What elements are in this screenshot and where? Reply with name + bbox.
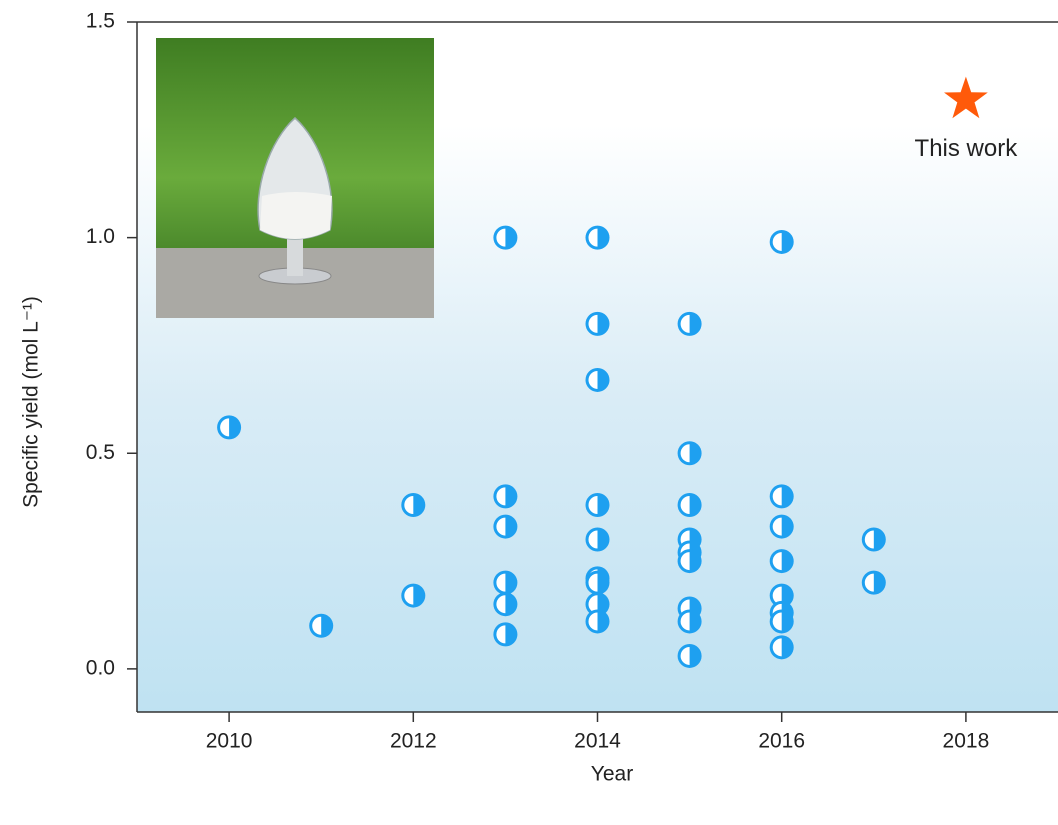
data-point bbox=[493, 622, 518, 647]
data-point bbox=[493, 592, 518, 617]
data-point bbox=[585, 609, 610, 634]
data-point bbox=[585, 225, 610, 250]
data-point bbox=[493, 570, 518, 595]
data-point bbox=[585, 592, 610, 617]
data-point bbox=[861, 527, 886, 552]
x-axis-label: Year bbox=[591, 763, 633, 786]
data-point bbox=[585, 367, 610, 392]
data-point bbox=[861, 570, 886, 595]
data-point bbox=[585, 570, 610, 595]
data-point bbox=[677, 441, 702, 466]
highlight-star bbox=[944, 76, 988, 119]
y-tick-label: 1.5 bbox=[86, 10, 115, 33]
data-point bbox=[769, 635, 794, 660]
data-point bbox=[769, 609, 794, 634]
data-point bbox=[493, 225, 518, 250]
data-point bbox=[769, 549, 794, 574]
data-point bbox=[677, 311, 702, 336]
data-point bbox=[769, 514, 794, 539]
y-tick-label: 1.0 bbox=[86, 225, 115, 248]
data-point bbox=[677, 609, 702, 634]
y-tick-label: 0.5 bbox=[86, 441, 115, 464]
data-point bbox=[217, 415, 242, 440]
data-point bbox=[677, 493, 702, 517]
y-axis-label: Specific yield (mol L⁻¹) bbox=[20, 296, 43, 508]
data-point bbox=[769, 583, 794, 608]
data-point bbox=[769, 229, 794, 254]
data-point bbox=[309, 613, 334, 638]
data-point bbox=[585, 527, 610, 552]
data-point bbox=[677, 549, 702, 574]
x-tick-label: 2014 bbox=[574, 730, 621, 753]
inset-photo bbox=[156, 38, 434, 318]
data-point bbox=[769, 484, 794, 509]
x-tick-label: 2012 bbox=[390, 730, 437, 753]
x-tick-label: 2010 bbox=[206, 730, 253, 753]
y-tick-label: 0.0 bbox=[86, 656, 115, 679]
data-point bbox=[401, 493, 426, 517]
data-point bbox=[493, 514, 518, 539]
x-tick-label: 2018 bbox=[943, 730, 990, 753]
data-point bbox=[493, 484, 518, 509]
highlight-label: This work bbox=[915, 135, 1019, 162]
data-point bbox=[585, 493, 610, 517]
data-point bbox=[677, 643, 702, 668]
data-point bbox=[585, 311, 610, 336]
x-tick-label: 2016 bbox=[758, 730, 805, 753]
data-point bbox=[401, 583, 426, 608]
